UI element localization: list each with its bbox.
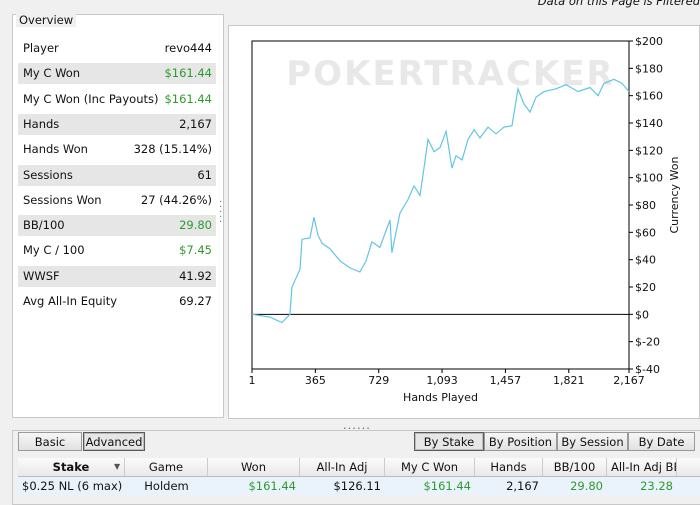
overview-value: $7.45 <box>179 243 212 258</box>
table-row[interactable] <box>18 477 700 495</box>
overview-title: Overview <box>16 13 77 27</box>
overview-label: My C Won <box>23 66 81 81</box>
table-header[interactable]: Hands <box>475 458 543 476</box>
overview-label: Hands Won <box>23 142 88 157</box>
y-tick-label: $120 <box>635 144 663 157</box>
watermark: POKERTRACKER <box>286 54 614 94</box>
overview-row <box>18 164 216 186</box>
overview-label: WWSF <box>23 268 60 283</box>
splitter[interactable]: ...... <box>343 418 371 432</box>
table-cell: 29.80 <box>570 479 603 493</box>
overview-value: 328 (15.14%) <box>133 142 212 157</box>
overview-row <box>18 63 216 85</box>
x-tick-label: 365 <box>305 374 326 387</box>
y-tick-label: $60 <box>635 226 656 239</box>
overview-value: 41.92 <box>179 268 212 283</box>
x-tick-label: 2,167 <box>613 374 645 387</box>
table-header[interactable]: Game <box>125 458 208 476</box>
table-cell: 23.28 <box>640 479 673 493</box>
y-tick-label: $0 <box>635 308 649 321</box>
table-header-bg <box>18 458 700 477</box>
y-axis-label: Currency Won <box>668 156 681 233</box>
y-tick-label: $140 <box>635 117 663 130</box>
table-cell: $161.44 <box>423 479 471 493</box>
overview-label: My C Won (Inc Payouts) <box>23 91 159 106</box>
view-button[interactable]: Advanced <box>83 432 145 451</box>
overview-value: revo444 <box>164 41 212 55</box>
overview-row <box>18 215 216 237</box>
x-tick-label: 729 <box>368 374 389 387</box>
overview-value: 2,167 <box>179 116 212 131</box>
table-header[interactable]: All-In Adj <box>300 458 385 476</box>
table-header[interactable]: BB/100 <box>543 458 607 476</box>
y-tick-label: $-40 <box>635 363 660 376</box>
overview-value: 27 (44.26%) <box>140 192 212 207</box>
overview-label: Sessions <box>23 167 73 182</box>
overview-label: Sessions Won <box>23 192 102 207</box>
overview-value: 69.27 <box>179 294 212 308</box>
overview-row <box>18 265 216 287</box>
chart: POKERTRACKER $200 $180 $160 $140 $120 $100 $80 $… <box>249 35 682 404</box>
overview-value: 29.80 <box>179 218 212 233</box>
line-series <box>251 78 630 324</box>
table-header[interactable]: All-In Adj BB/100 <box>607 458 677 476</box>
overview-label: Player <box>23 41 59 55</box>
table-cell: Holdem <box>144 479 189 493</box>
x-tick-label: 1,093 <box>426 374 458 387</box>
table-cell: $0.25 NL (6 max) <box>22 479 123 493</box>
table-cell: 2,167 <box>506 479 539 493</box>
overview-row <box>18 113 216 135</box>
y-tick-label: $160 <box>635 90 663 103</box>
y-tick-label: $100 <box>635 172 663 185</box>
sort-arrow: ▼ <box>114 462 121 471</box>
table-header[interactable]: Stake <box>18 458 125 476</box>
y-tick-label: $40 <box>635 254 656 267</box>
overview-value: $161.44 <box>164 91 212 106</box>
y-tick-label: $-20 <box>635 336 660 349</box>
overview-label: Hands <box>23 116 60 131</box>
tab-button[interactable]: By Position <box>484 432 557 451</box>
filter-note: Data on this Page is Filtered <box>537 0 700 8</box>
x-tick-label: 1,821 <box>553 374 585 387</box>
y-tick-label: $80 <box>635 199 656 212</box>
table-header[interactable]: My C Won <box>385 458 475 476</box>
overview-label: BB/100 <box>23 218 65 233</box>
table-header[interactable]: Won <box>208 458 300 476</box>
y-tick-label: $180 <box>635 62 663 75</box>
tab-button[interactable]: By Stake <box>414 432 484 451</box>
view-button[interactable]: Basic <box>18 432 82 451</box>
x-tick-label: 1 <box>249 374 256 387</box>
x-tick-label: 1,457 <box>490 374 522 387</box>
splitter[interactable]: · · · · · <box>219 197 223 228</box>
overview-value: $161.44 <box>164 66 212 81</box>
x-axis-label: Hands Played <box>403 391 478 404</box>
y-tick-label: $20 <box>635 281 656 294</box>
table-cell: $161.44 <box>248 479 296 493</box>
overview-label: Avg All-In Equity <box>23 294 118 308</box>
overview-value: 61 <box>197 167 212 182</box>
overview-label: My C / 100 <box>23 243 85 258</box>
tab-button[interactable]: By Date <box>628 432 695 451</box>
y-tick-label: $200 <box>635 35 663 48</box>
table-cell: $126.11 <box>333 479 381 493</box>
tab-button[interactable]: By Session <box>557 432 628 451</box>
